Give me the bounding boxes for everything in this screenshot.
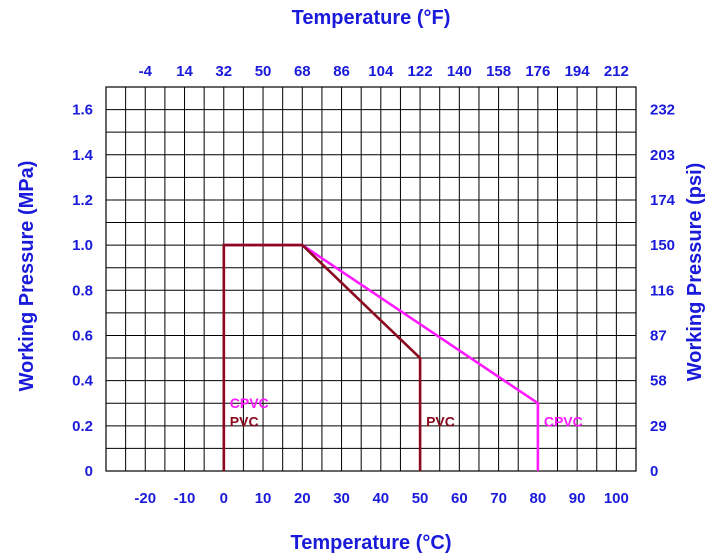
- y-tick-label-psi: 116: [650, 282, 674, 299]
- x-tick-label-fahrenheit: 176: [525, 63, 550, 80]
- x-tick-label-fahrenheit: 158: [486, 63, 511, 80]
- x-tick-label-celsius: 70: [490, 490, 507, 507]
- x-tick-label-fahrenheit: 140: [447, 63, 472, 80]
- x-tick-label-celsius: 100: [604, 490, 629, 507]
- y-tick-label-mpa: 0.2: [72, 418, 93, 435]
- series-label-cpvc: CPVC: [544, 413, 583, 429]
- y-tick-label-psi: 150: [650, 237, 675, 254]
- x-tick-label-celsius: 90: [569, 490, 586, 507]
- y-tick-label-mpa: 0.6: [72, 327, 93, 344]
- x-tick-label-fahrenheit: 104: [368, 63, 394, 80]
- y-tick-label-mpa: 1.6: [72, 102, 93, 119]
- series-labels: PVC PVC CPVC CPVC: [230, 395, 583, 429]
- x-tick-label-fahrenheit: 32: [215, 63, 232, 80]
- y-tick-label-mpa: 0: [85, 463, 93, 480]
- y-tick-label-psi: 174: [650, 192, 676, 209]
- x-tick-label-celsius: 50: [412, 490, 429, 507]
- x-tick-label-fahrenheit: -4: [139, 63, 153, 80]
- x-tick-label-celsius: -20: [134, 490, 156, 507]
- top-axis-title: Temperature (°F): [292, 7, 451, 29]
- tick-labels: -20 -10 0 10 20 30 40 50 60 70 80 90 100-4 14 32 50 68 86…: [72, 63, 676, 507]
- x-tick-label-celsius: 30: [333, 490, 350, 507]
- x-tick-label-fahrenheit: 86: [333, 63, 350, 80]
- x-tick-label-celsius: 60: [451, 490, 468, 507]
- x-tick-label-celsius: 80: [530, 490, 547, 507]
- y-tick-label-mpa: 1.0: [72, 237, 93, 254]
- y-tick-label-mpa: 0.8: [72, 282, 93, 299]
- x-tick-label-celsius: -10: [174, 490, 196, 507]
- plot-area-border: [105, 86, 637, 472]
- x-tick-label-fahrenheit: 122: [408, 63, 433, 80]
- x-tick-label-fahrenheit: 68: [294, 63, 311, 80]
- y-tick-label-psi: 58: [650, 373, 667, 390]
- y-tick-label-mpa: 1.2: [72, 192, 93, 209]
- series-label-cpvc: CPVC: [230, 395, 269, 411]
- series-label-pvc: PVC: [426, 413, 455, 429]
- y-tick-label-psi: 232: [650, 102, 675, 119]
- bottom-axis-title: Temperature (°C): [291, 532, 452, 554]
- x-tick-label-fahrenheit: 50: [255, 63, 272, 80]
- x-tick-label-celsius: 10: [255, 490, 272, 507]
- series-layer: [222, 243, 540, 471]
- y-tick-label-psi: 29: [650, 418, 667, 435]
- y-tick-label-psi: 203: [650, 147, 675, 164]
- left-axis-title: Working Pressure (MPa): [16, 161, 38, 392]
- x-tick-label-fahrenheit: 194: [565, 63, 591, 80]
- y-tick-label-psi: 87: [650, 327, 667, 344]
- x-tick-label-fahrenheit: 14: [176, 63, 193, 80]
- x-tick-label-celsius: 40: [372, 490, 389, 507]
- series-label-pvc: PVC: [230, 413, 259, 429]
- x-tick-label-celsius: 0: [220, 490, 228, 507]
- y-tick-label-psi: 0: [650, 463, 658, 480]
- right-axis-title: Working Pressure (psi): [684, 163, 706, 382]
- x-tick-label-celsius: 20: [294, 490, 311, 507]
- series-line-pvc: [222, 243, 422, 471]
- x-tick-label-fahrenheit: 212: [604, 63, 629, 80]
- y-tick-label-mpa: 1.4: [72, 147, 94, 164]
- y-tick-label-mpa: 0.4: [72, 373, 94, 390]
